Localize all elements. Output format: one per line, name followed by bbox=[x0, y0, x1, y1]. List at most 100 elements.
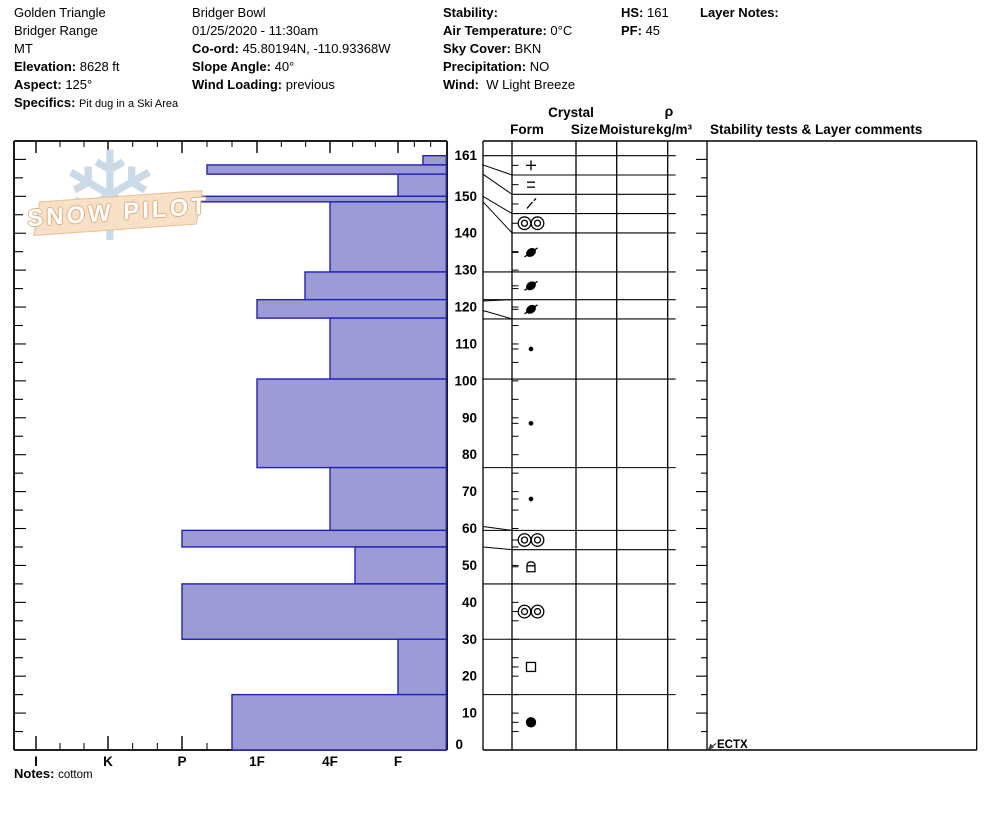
outline bbox=[526, 561, 536, 573]
mountain-range: Bridger Range bbox=[14, 23, 98, 38]
ect-result: ECTX bbox=[707, 739, 748, 751]
stability-header: Stability tests & Layer comments bbox=[710, 122, 922, 137]
grain-symbol-small-dot bbox=[528, 496, 534, 502]
outer bbox=[517, 604, 532, 619]
depth-leader-line bbox=[482, 299, 513, 302]
stroke bbox=[524, 280, 538, 291]
grain-symbol-dot-slash bbox=[524, 280, 538, 291]
layer-row-lines bbox=[482, 155, 676, 696]
depth-zero-label: 0 bbox=[455, 737, 463, 752]
grain-symbol-slash bbox=[526, 198, 537, 209]
grain-symbol-double-circle bbox=[517, 216, 545, 231]
layer-bar bbox=[329, 201, 448, 273]
elevation-row: Elevation: 8628 ft bbox=[14, 59, 120, 74]
layer-bar bbox=[181, 583, 447, 640]
slope-angle-row: Slope Angle: 40° bbox=[192, 59, 295, 74]
layer-bar bbox=[181, 529, 447, 548]
layer-bar bbox=[256, 378, 448, 469]
ect-arrow-head bbox=[707, 743, 714, 751]
layer-bar bbox=[397, 638, 447, 696]
hardness-tick-label: 4F bbox=[322, 754, 338, 769]
depth-tick-label: 60 bbox=[462, 521, 477, 536]
depth-tick-label: 120 bbox=[454, 300, 477, 315]
header-col-layer-notes: Layer Notes: bbox=[700, 4, 779, 22]
depth-leader-line bbox=[482, 195, 513, 215]
state: MT bbox=[14, 41, 33, 56]
dot bbox=[528, 346, 534, 352]
date-time: 01/25/2020 - 11:30am bbox=[192, 23, 319, 38]
outer bbox=[530, 604, 545, 619]
wind-row: Wind: W Light Breeze bbox=[443, 77, 576, 92]
outer bbox=[530, 533, 545, 547]
layer-bar bbox=[354, 546, 448, 585]
depth-leader-line bbox=[482, 201, 513, 234]
depth-tick-label: 140 bbox=[454, 226, 477, 241]
depth-tick-label: 90 bbox=[462, 410, 477, 425]
inner bbox=[533, 607, 542, 616]
layer-bar bbox=[422, 154, 447, 166]
layer-bar bbox=[329, 466, 448, 532]
dot bbox=[528, 496, 534, 502]
grain-symbol-double-circle bbox=[517, 604, 545, 619]
hardness-tick-label: 1F bbox=[249, 754, 265, 769]
inner bbox=[520, 219, 529, 227]
moisture-header: Moisture bbox=[599, 122, 656, 137]
layer-bar bbox=[397, 173, 447, 198]
layer-notes-label: Layer Notes: bbox=[700, 5, 779, 20]
header-col-site: Bridger Bowl 01/25/2020 - 11:30am Co-ord… bbox=[192, 4, 390, 94]
depth-leader-line bbox=[482, 164, 513, 176]
depth-tick-label: 10 bbox=[462, 706, 477, 721]
hs-row: HS: 161 bbox=[621, 5, 669, 20]
header-col-hs-pf: HS: 161 PF: 45 bbox=[621, 4, 669, 40]
stability-row: Stability: bbox=[443, 5, 498, 20]
form-header: Form bbox=[510, 122, 544, 137]
depth-tick-label: 70 bbox=[462, 484, 477, 499]
precipitation-row: Precipitation: NO bbox=[443, 59, 550, 74]
pit-name: Golden Triangle bbox=[14, 5, 106, 20]
layer-table bbox=[482, 140, 978, 751]
size-header: Size bbox=[571, 122, 599, 137]
inner bbox=[533, 536, 542, 544]
dot bbox=[525, 717, 537, 728]
depth-tick-label: 161 bbox=[454, 148, 477, 163]
stroke bbox=[524, 304, 538, 315]
grain-symbol-square bbox=[525, 661, 537, 673]
hardness-bars bbox=[181, 154, 448, 751]
form-column-ruler-ticks bbox=[512, 251, 519, 733]
dot bbox=[528, 420, 534, 426]
inner bbox=[533, 219, 542, 227]
outer bbox=[530, 216, 545, 231]
aspect-row: Aspect: 125° bbox=[14, 77, 93, 92]
wind-loading-row: Wind Loading: previous bbox=[192, 77, 335, 92]
notes-row: Notes: cottom bbox=[14, 766, 93, 781]
depth-tick-label: 130 bbox=[454, 263, 477, 278]
inner bbox=[520, 607, 529, 616]
density-symbol-header: ρ bbox=[665, 103, 674, 119]
hardness-tick-label: K bbox=[103, 754, 113, 769]
depth-tick-label: 150 bbox=[454, 189, 477, 204]
layer-bar bbox=[231, 693, 448, 751]
depth-tick-label: 20 bbox=[462, 669, 477, 684]
notes-value: cottom bbox=[58, 769, 93, 781]
grain-symbol-dot-slash bbox=[524, 247, 538, 258]
grain-symbol-plus bbox=[526, 160, 536, 171]
stability-column-ruler-ticks bbox=[696, 158, 707, 733]
grain-symbol-filled-circle bbox=[525, 717, 537, 728]
depth-leader-line bbox=[482, 173, 513, 195]
layer-bar bbox=[329, 317, 448, 380]
outer bbox=[517, 216, 532, 231]
grain-symbol-rounded-square bbox=[526, 561, 536, 573]
stroke bbox=[524, 247, 538, 258]
hardness-tick-label: I bbox=[34, 754, 38, 769]
hardness-tick-label: P bbox=[177, 754, 186, 769]
depth-tick-label: 50 bbox=[462, 558, 477, 573]
depth-leader-line bbox=[482, 310, 513, 320]
site-name: Bridger Bowl bbox=[192, 5, 266, 20]
stroke bbox=[526, 201, 533, 209]
sky-cover-row: Sky Cover: BKN bbox=[443, 41, 542, 56]
pf-row: PF: 45 bbox=[621, 23, 661, 38]
depth-tick-label: 100 bbox=[454, 373, 477, 388]
